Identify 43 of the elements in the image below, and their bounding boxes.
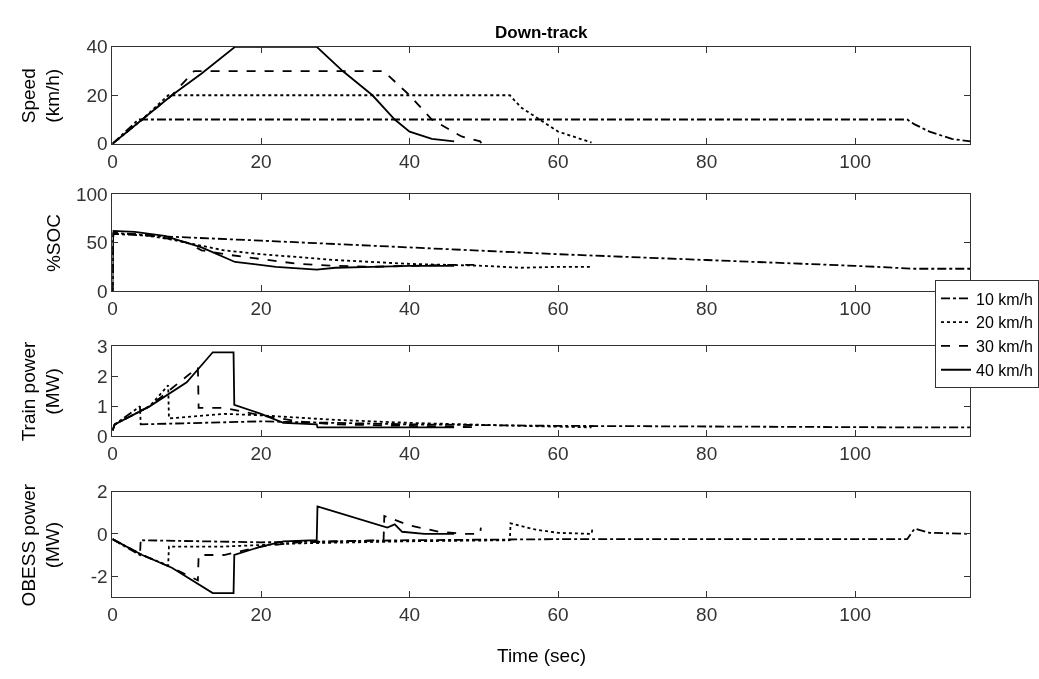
legend-label: 20 km/h <box>976 314 1033 332</box>
y-axis-title: Speed (km/h) <box>17 68 64 124</box>
x-tick-label: 80 <box>696 297 718 319</box>
y-tick-label: 50 <box>86 232 108 254</box>
y-axis-title: %SOC <box>42 213 64 273</box>
x-tick-label: 20 <box>250 604 272 626</box>
x-tick-label: 100 <box>839 443 872 465</box>
y-axis-title: Train power (MW) <box>17 341 64 442</box>
x-tick-label: 40 <box>399 604 421 626</box>
x-tick-label: 80 <box>696 443 718 465</box>
y-tick-label: 0 <box>97 523 108 545</box>
legend-label: 10 km/h <box>976 290 1033 308</box>
legend-label: 40 km/h <box>976 361 1033 379</box>
y-axis-title: OBESS power (MW) <box>17 483 64 607</box>
y-tick-label: 100 <box>75 183 108 205</box>
y-tick-label: 0 <box>97 133 108 155</box>
x-tick-label: 60 <box>547 604 569 626</box>
x-tick-label: 100 <box>839 150 872 172</box>
x-axis-title: Time (sec) <box>497 645 587 666</box>
x-tick-label: 20 <box>250 297 272 319</box>
x-tick-label: 20 <box>250 150 272 172</box>
y-tick-label: 20 <box>86 84 108 106</box>
x-tick-label: 60 <box>547 443 569 465</box>
x-tick-label: 40 <box>399 297 421 319</box>
legend-label: 30 km/h <box>976 338 1033 356</box>
y-tick-label: -2 <box>90 565 108 587</box>
y-tick-label: 3 <box>97 335 108 357</box>
x-tick-label: 40 <box>399 443 421 465</box>
y-tick-label: 40 <box>86 36 108 58</box>
x-tick-label: 80 <box>696 604 718 626</box>
y-tick-label: 2 <box>97 365 108 387</box>
y-tick-label: 2 <box>97 481 108 503</box>
y-tick-label: 0 <box>97 280 108 302</box>
y-tick-label: 0 <box>97 426 108 448</box>
x-tick-label: 80 <box>696 150 718 172</box>
x-tick-label: 40 <box>399 150 421 172</box>
x-tick-label: 60 <box>547 150 569 172</box>
y-tick-label: 1 <box>97 396 108 417</box>
x-tick-label: 100 <box>839 297 872 319</box>
chart-title: Down-track <box>495 23 589 42</box>
x-tick-label: 100 <box>839 604 872 626</box>
x-tick-label: 60 <box>547 297 569 319</box>
x-tick-label: 20 <box>250 443 272 465</box>
